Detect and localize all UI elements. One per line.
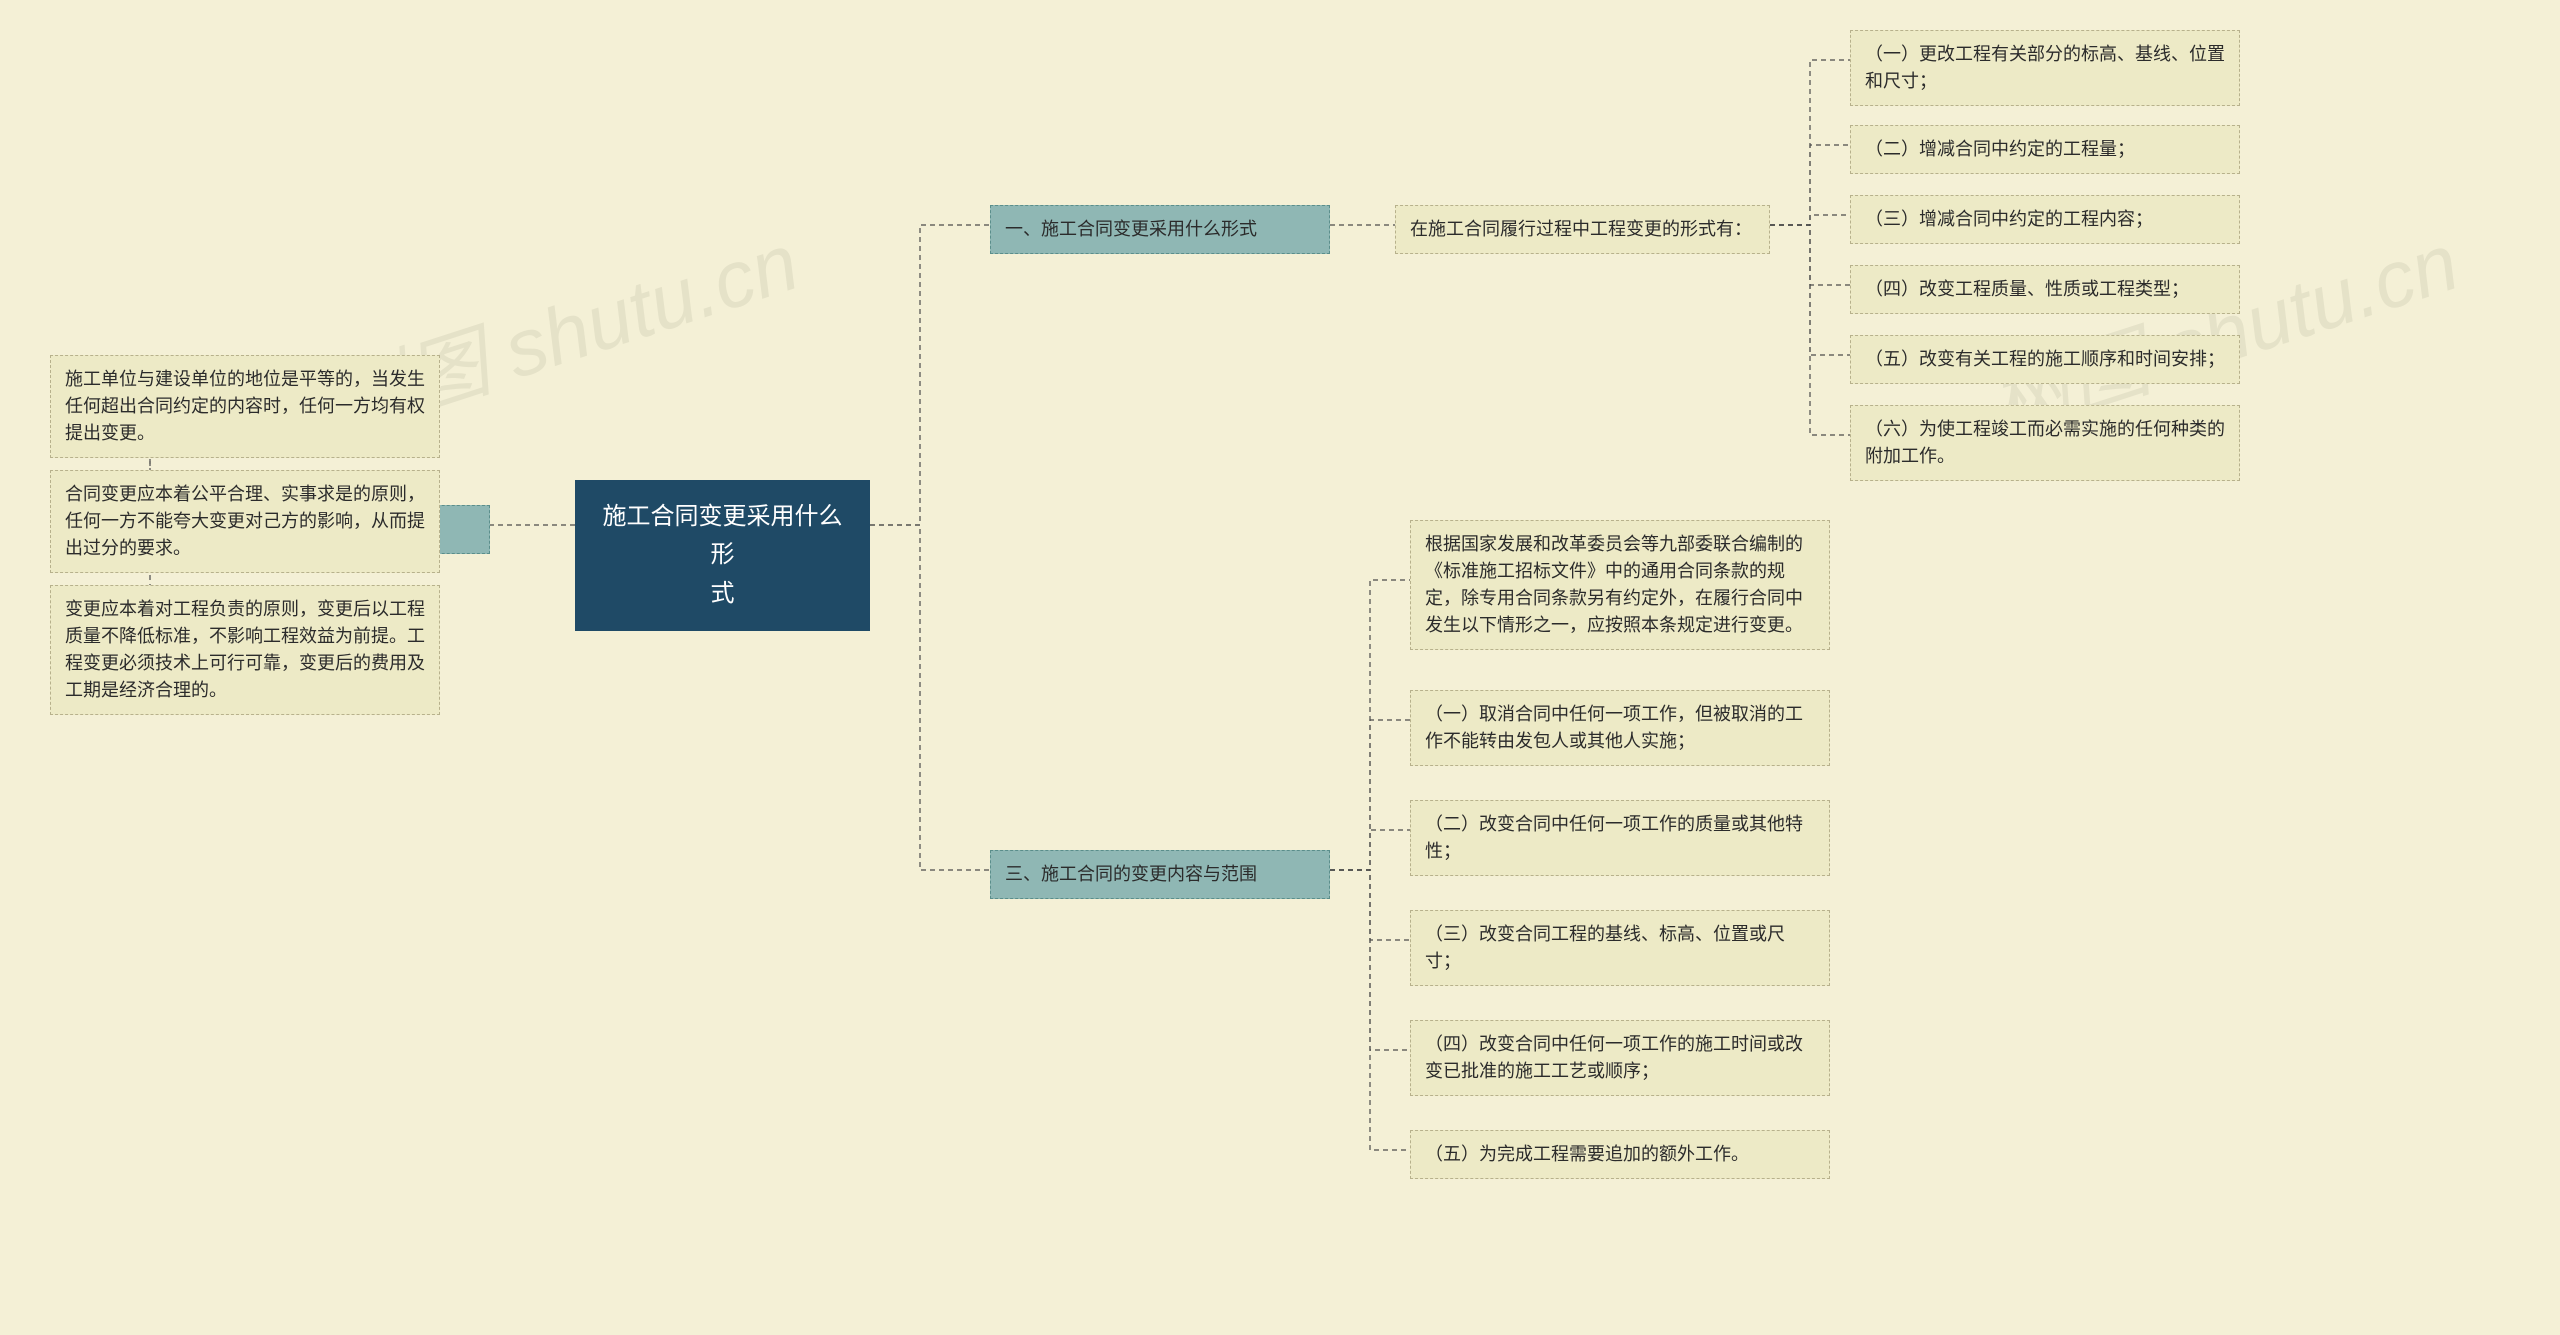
- branch-3-title: 三、施工合同的变更内容与范围: [1005, 864, 1257, 884]
- branch-3-item-4: （三）改变合同工程的基线、标高、位置或尺寸；: [1410, 910, 1830, 986]
- branch-1-item-3: （三）增减合同中约定的工程内容；: [1850, 195, 2240, 244]
- branch-2-item-2: 合同变更应本着公平合理、实事求是的原则，任何一方不能夸大变更对己方的影响，从而提…: [50, 470, 440, 573]
- branch-2-item-1: 施工单位与建设单位的地位是平等的，当发生任何超出合同约定的内容时，任何一方均有权…: [50, 355, 440, 458]
- branch-1-sub-text: 在施工合同履行过程中工程变更的形式有：: [1410, 219, 1752, 239]
- root-line1: 施工合同变更采用什么形: [603, 503, 843, 568]
- branch-3-item-1: 根据国家发展和改革委员会等九部委联合编制的《标准施工招标文件》中的通用合同条款的…: [1410, 520, 1830, 650]
- branch-3-item-6: （五）为完成工程需要追加的额外工作。: [1410, 1130, 1830, 1179]
- branch-1: 一、施工合同变更采用什么形式: [990, 205, 1330, 254]
- branch-3-item-3: （二）改变合同中任何一项工作的质量或其他特性；: [1410, 800, 1830, 876]
- branch-1-item-6: （六）为使工程竣工而必需实施的任何种类的附加工作。: [1850, 405, 2240, 481]
- branch-1-sub: 在施工合同履行过程中工程变更的形式有：: [1395, 205, 1770, 254]
- branch-2-item-3: 变更应本着对工程负责的原则，变更后以工程质量不降低标准，不影响工程效益为前提。工…: [50, 585, 440, 715]
- root-node: 施工合同变更采用什么形 式: [575, 480, 870, 631]
- branch-1-item-2: （二）增减合同中约定的工程量；: [1850, 125, 2240, 174]
- branch-1-item-4: （四）改变工程质量、性质或工程类型；: [1850, 265, 2240, 314]
- branch-1-item-1: （一）更改工程有关部分的标高、基线、位置和尺寸；: [1850, 30, 2240, 106]
- branch-1-title: 一、施工合同变更采用什么形式: [1005, 219, 1257, 239]
- branch-1-item-5: （五）改变有关工程的施工顺序和时间安排；: [1850, 335, 2240, 384]
- root-line2: 式: [711, 580, 735, 607]
- branch-3: 三、施工合同的变更内容与范围: [990, 850, 1330, 899]
- branch-3-item-5: （四）改变合同中任何一项工作的施工时间或改变已批准的施工工艺或顺序；: [1410, 1020, 1830, 1096]
- branch-3-item-2: （一）取消合同中任何一项工作，但被取消的工作不能转由发包人或其他人实施；: [1410, 690, 1830, 766]
